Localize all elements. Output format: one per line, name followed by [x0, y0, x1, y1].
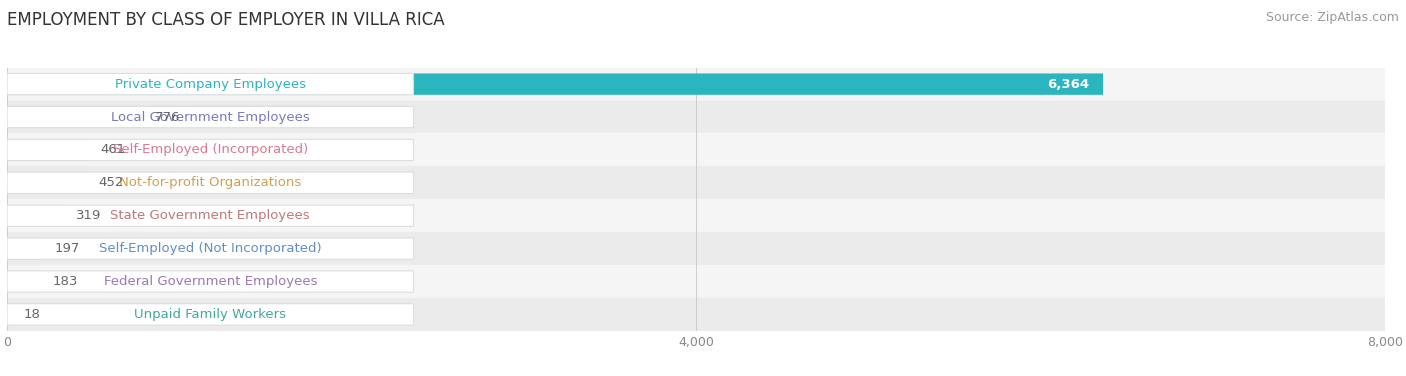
Bar — [7, 232, 1385, 265]
Bar — [7, 68, 1385, 100]
Text: 319: 319 — [76, 209, 101, 222]
Bar — [7, 133, 1385, 166]
Text: Not-for-profit Organizations: Not-for-profit Organizations — [120, 176, 301, 190]
FancyBboxPatch shape — [7, 271, 38, 292]
Text: 452: 452 — [98, 176, 124, 190]
Text: State Government Employees: State Government Employees — [111, 209, 311, 222]
FancyBboxPatch shape — [7, 205, 413, 226]
Text: Source: ZipAtlas.com: Source: ZipAtlas.com — [1265, 11, 1399, 24]
Text: 18: 18 — [24, 308, 41, 321]
Text: 183: 183 — [52, 275, 77, 288]
FancyBboxPatch shape — [7, 271, 413, 292]
FancyBboxPatch shape — [7, 73, 413, 95]
Text: Unpaid Family Workers: Unpaid Family Workers — [134, 308, 287, 321]
FancyBboxPatch shape — [7, 172, 84, 194]
FancyBboxPatch shape — [7, 304, 10, 325]
Bar — [7, 100, 1385, 133]
Text: 197: 197 — [55, 242, 80, 255]
Bar — [7, 265, 1385, 298]
Bar — [7, 166, 1385, 199]
Text: 461: 461 — [100, 143, 125, 156]
Text: Federal Government Employees: Federal Government Employees — [104, 275, 316, 288]
Text: Self-Employed (Incorporated): Self-Employed (Incorporated) — [112, 143, 308, 156]
Text: Self-Employed (Not Incorporated): Self-Employed (Not Incorporated) — [98, 242, 322, 255]
FancyBboxPatch shape — [7, 238, 41, 259]
Bar — [7, 199, 1385, 232]
FancyBboxPatch shape — [7, 205, 62, 226]
Text: EMPLOYMENT BY CLASS OF EMPLOYER IN VILLA RICA: EMPLOYMENT BY CLASS OF EMPLOYER IN VILLA… — [7, 11, 444, 29]
FancyBboxPatch shape — [7, 106, 141, 128]
Bar — [7, 298, 1385, 331]
FancyBboxPatch shape — [7, 304, 413, 325]
FancyBboxPatch shape — [7, 73, 1104, 95]
Text: 776: 776 — [155, 111, 180, 124]
Text: Private Company Employees: Private Company Employees — [115, 77, 305, 91]
Text: 6,364: 6,364 — [1047, 77, 1090, 91]
FancyBboxPatch shape — [7, 172, 413, 194]
Text: Local Government Employees: Local Government Employees — [111, 111, 309, 124]
FancyBboxPatch shape — [7, 139, 86, 161]
FancyBboxPatch shape — [7, 106, 413, 128]
FancyBboxPatch shape — [7, 139, 413, 161]
FancyBboxPatch shape — [7, 238, 413, 259]
